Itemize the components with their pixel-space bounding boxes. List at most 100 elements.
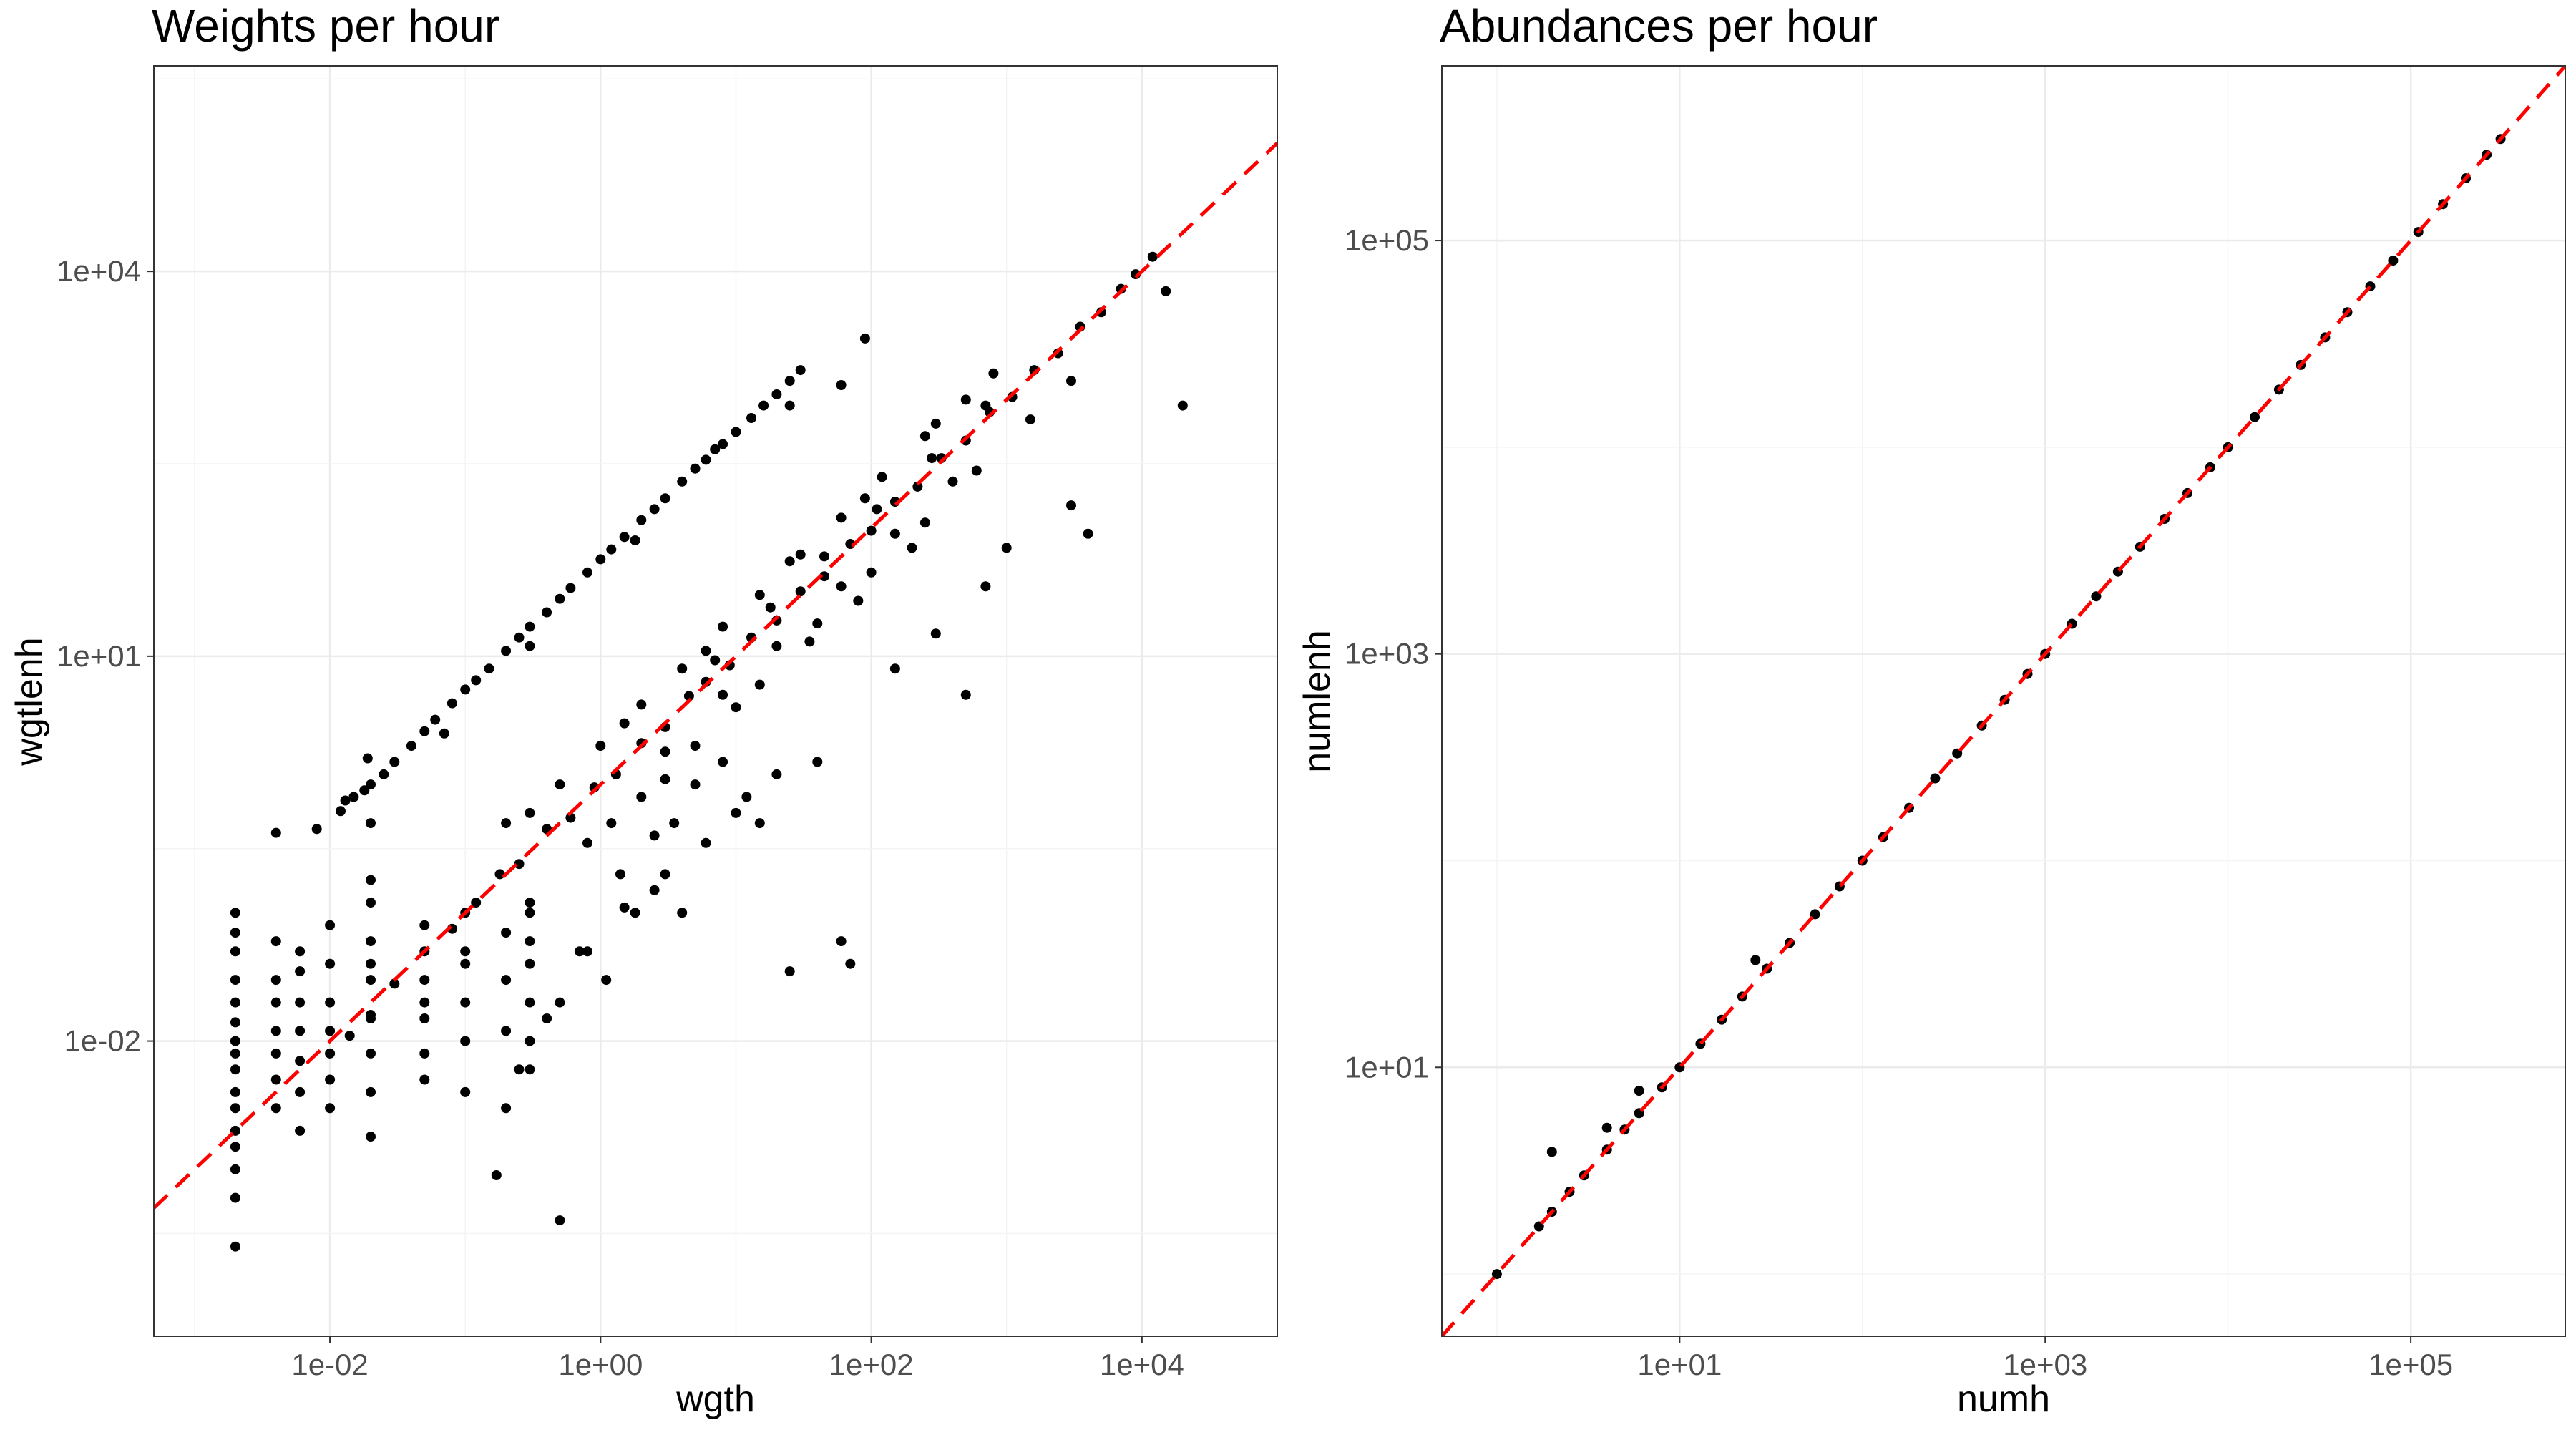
x-tick-label: 1e+02: [829, 1348, 914, 1381]
y-tick-label: 1e+04: [57, 254, 141, 288]
data-point: [784, 556, 795, 567]
data-point: [295, 1125, 306, 1136]
data-point: [501, 1026, 512, 1036]
data-point: [366, 1048, 376, 1059]
data-point: [447, 698, 457, 709]
data-point: [501, 928, 512, 938]
data-point: [230, 946, 240, 957]
data-point: [366, 1132, 376, 1142]
data-point: [460, 946, 471, 957]
grid: [1442, 66, 2565, 1336]
data-point: [555, 997, 565, 1008]
data-point: [601, 975, 612, 986]
data-point: [927, 453, 937, 464]
data-point: [525, 936, 535, 947]
data-point: [525, 1064, 535, 1075]
data-point: [295, 966, 306, 977]
data-point: [501, 975, 512, 986]
x-tick-label: 1e+01: [1637, 1348, 1722, 1381]
data-point: [295, 1026, 306, 1036]
x-tick-label: 1e+03: [2003, 1348, 2087, 1381]
x-ticks: 1e-02 1e+00 1e+02 1e+04: [291, 1336, 1184, 1381]
reference-line: [1442, 66, 2565, 1336]
data-point: [710, 444, 721, 454]
data-point: [859, 333, 870, 344]
y-tick-label: 1e-02: [64, 1024, 141, 1058]
plot-border: [153, 65, 1278, 1337]
data-point: [1491, 1269, 1502, 1280]
data-point: [295, 1056, 306, 1066]
data-point: [389, 757, 400, 767]
data-point: [754, 590, 765, 600]
panel-abundances: Abundances per hour 1e+01 1e+03 1e+05 1e+0…: [1297, 0, 2566, 1420]
data-point: [649, 830, 660, 841]
data-point: [660, 493, 670, 504]
y-tick-label: 1e+01: [1345, 1050, 1429, 1084]
data-point: [619, 718, 630, 729]
data-point: [419, 920, 430, 930]
data-point: [619, 532, 630, 543]
data-point: [919, 431, 930, 442]
data-point: [595, 554, 606, 565]
data-point: [1810, 909, 1820, 920]
data-point: [1066, 376, 1076, 386]
data-point: [660, 774, 670, 784]
data-point: [947, 476, 958, 487]
data-point: [471, 675, 482, 686]
data-point: [930, 418, 941, 429]
data-point: [348, 792, 359, 802]
data-point: [565, 583, 576, 593]
data-point: [2250, 412, 2260, 422]
data-point: [270, 827, 281, 838]
data-point: [919, 517, 930, 528]
data-point: [501, 646, 512, 656]
data-point: [270, 997, 281, 1008]
data-point: [859, 493, 870, 504]
data-point: [606, 544, 617, 555]
data-point: [1161, 286, 1171, 296]
data-point: [525, 1036, 535, 1046]
data-point: [366, 958, 376, 969]
data-point: [366, 779, 376, 790]
data-point: [771, 641, 782, 651]
y-axis-label: numlenh: [1297, 630, 1338, 772]
data-point: [525, 898, 535, 908]
data-point: [1634, 1086, 1644, 1096]
x-axis-label: numh: [1957, 1378, 2050, 1420]
chart-title: Abundances per hour: [1440, 0, 1878, 52]
data-point: [784, 400, 795, 411]
data-point: [731, 702, 741, 713]
data-point: [701, 837, 711, 848]
data-point: [718, 689, 728, 700]
data-point: [389, 978, 400, 989]
data-point: [595, 741, 606, 751]
data-point: [1750, 955, 1761, 965]
data-point: [731, 807, 741, 818]
data-point: [460, 997, 471, 1008]
data-point: [980, 581, 991, 592]
data-point: [514, 1064, 525, 1075]
data-point: [649, 504, 660, 515]
data-point: [270, 1026, 281, 1036]
data-point: [230, 1103, 240, 1114]
data-point: [741, 792, 752, 802]
data-point: [636, 699, 647, 710]
data-point: [344, 1031, 355, 1041]
y-ticks: 1e+01 1e+03 1e+05: [1345, 223, 1442, 1084]
data-point: [812, 618, 823, 629]
data-point: [630, 535, 640, 545]
data-point: [889, 528, 900, 539]
data-point: [230, 1164, 240, 1174]
data-point: [419, 1048, 430, 1059]
data-point: [419, 1074, 430, 1085]
data-point: [230, 1086, 240, 1097]
data-point: [690, 779, 701, 790]
data-point: [765, 602, 776, 613]
data-point: [980, 400, 991, 411]
data-point: [525, 641, 535, 651]
data-point: [270, 936, 281, 947]
data-point: [636, 792, 647, 802]
data-point: [582, 567, 592, 578]
